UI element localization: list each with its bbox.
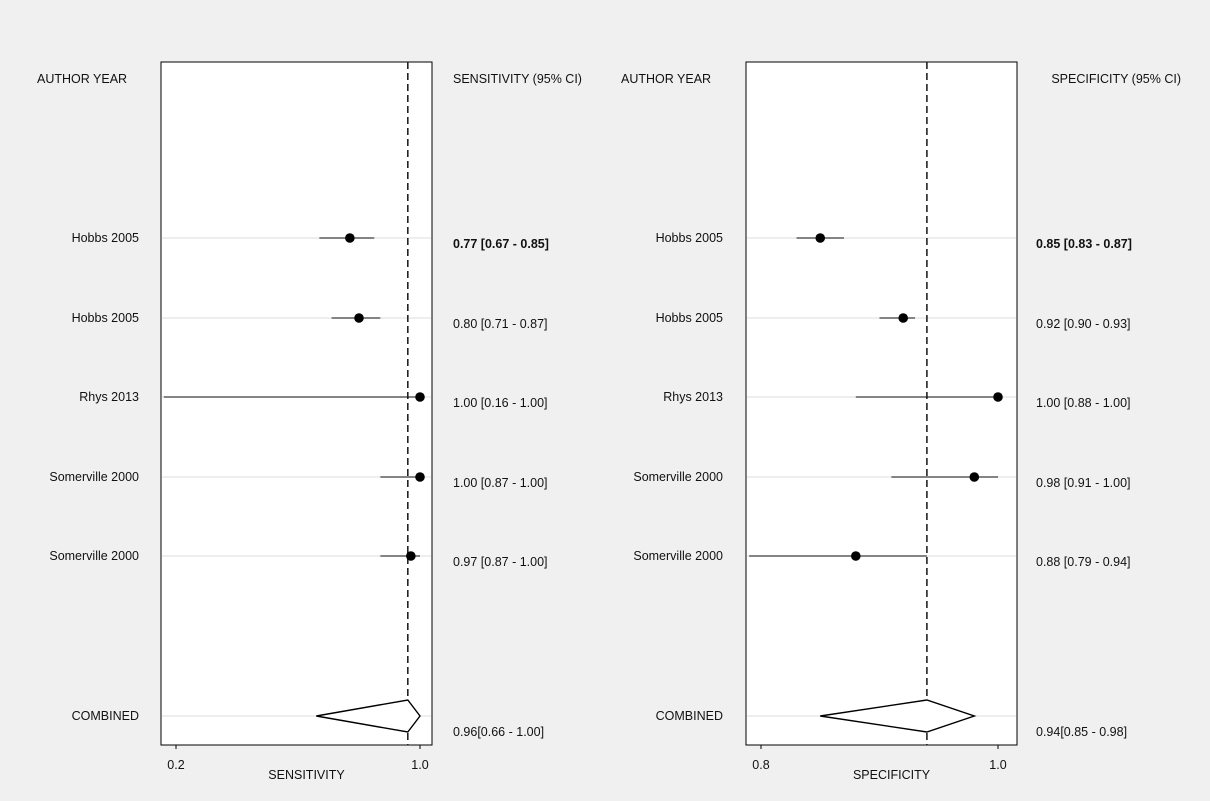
study-label: Hobbs 2005 (656, 311, 723, 325)
combined-label: COMBINED (72, 709, 139, 723)
point-estimate-marker (969, 472, 980, 482)
estimate-ci-label: 0.97 [0.87 - 1.00] (453, 555, 548, 569)
point-estimate-marker (993, 392, 1003, 402)
study-label: Rhys 2013 (79, 390, 139, 404)
study-label: Hobbs 2005 (72, 311, 139, 325)
point-estimate-marker (406, 551, 416, 561)
study-label: Hobbs 2005 (656, 231, 723, 245)
estimate-ci-label: 1.00 [0.87 - 1.00] (453, 476, 548, 490)
point-estimate-marker (354, 313, 364, 323)
estimate-ci-label: 0.92 [0.90 - 0.93] (1036, 317, 1131, 331)
estimate-ci-label: 1.00 [0.16 - 1.00] (453, 396, 548, 410)
point-estimate-marker (898, 313, 908, 323)
estimate-ci-label: 0.80 [0.71 - 0.87] (453, 317, 548, 331)
point-estimate-marker (415, 392, 425, 402)
study-label: Somerville 2000 (49, 549, 139, 563)
x-tick-label: 1.0 (411, 758, 428, 772)
study-label: Somerville 2000 (633, 470, 723, 484)
plot-area (160, 61, 433, 746)
x-axis-title: SPECIFICITY (853, 768, 931, 782)
estimate-ci-label: 0.85 [0.83 - 0.87] (1036, 237, 1132, 251)
sensitivity-panel: AUTHOR YEAR SENSITIVITY (95% CI) Hobbs 200… (37, 61, 582, 782)
specificity-panel: AUTHOR YEAR SPECIFICITY (95% CI) Hobbs 200… (621, 61, 1181, 782)
estimate-header: SPECIFICITY (95% CI) (1051, 72, 1181, 86)
combined-diamond (820, 699, 977, 733)
study-header: AUTHOR YEAR (621, 72, 711, 86)
plot-area (745, 61, 1018, 746)
estimate-ci-label: 1.00 [0.88 - 1.00] (1036, 396, 1131, 410)
study-label: Somerville 2000 (633, 549, 723, 563)
x-tick-label: 0.2 (167, 758, 184, 772)
x-tick-label: 1.0 (989, 758, 1006, 772)
combined-label: COMBINED (656, 709, 723, 723)
combined-estimate-label: 0.96[0.66 - 1.00] (453, 725, 544, 739)
estimate-ci-label: 0.88 [0.79 - 0.94] (1036, 555, 1131, 569)
point-estimate-marker (415, 472, 425, 482)
estimate-header: SENSITIVITY (95% CI) (453, 72, 582, 86)
x-tick-label: 0.8 (752, 758, 769, 772)
estimate-ci-label: 0.98 [0.91 - 1.00] (1036, 476, 1131, 490)
estimate-ci-label: 0.77 [0.67 - 0.85] (453, 237, 549, 251)
point-estimate-marker (815, 233, 826, 243)
combined-estimate-label: 0.94[0.85 - 0.98] (1036, 725, 1127, 739)
study-label: Hobbs 2005 (72, 231, 139, 245)
x-axis-title: SENSITIVITY (268, 768, 345, 782)
combined-diamond (316, 699, 421, 733)
point-estimate-marker (851, 551, 861, 561)
study-label: Somerville 2000 (49, 470, 139, 484)
study-label: Rhys 2013 (663, 390, 723, 404)
point-estimate-marker (345, 233, 355, 243)
study-header: AUTHOR YEAR (37, 72, 127, 86)
